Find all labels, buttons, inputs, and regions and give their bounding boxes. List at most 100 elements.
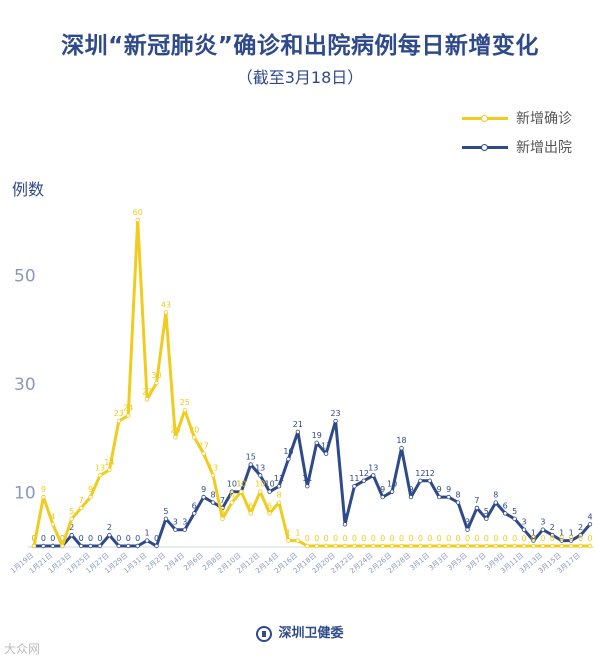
point-discharged (333, 418, 338, 424)
health-commission-logo-icon (256, 626, 273, 642)
data-label-confirmed: 0 (512, 534, 517, 543)
data-label-confirmed: 8 (276, 491, 281, 500)
data-label-discharged: 4 (342, 512, 347, 521)
point-confirmed (550, 543, 555, 549)
data-label-discharged: 9 (437, 485, 442, 494)
data-label-confirmed: 0 (314, 534, 319, 543)
data-label-confirmed: 0 (531, 534, 536, 543)
point-discharged (531, 538, 536, 543)
data-label-confirmed: 14 (104, 458, 114, 467)
point-discharged (295, 429, 301, 435)
data-label-discharged: 23 (330, 409, 340, 418)
legend-item-discharged[interactable]: 新增出院 (462, 137, 596, 157)
data-label-confirmed: 0 (380, 534, 385, 543)
point-discharged (474, 505, 480, 511)
data-label-discharged: 10 (236, 480, 246, 489)
legend-swatch-discharged (462, 143, 508, 151)
data-label-confirmed: 0 (465, 534, 470, 543)
data-label-confirmed: 0 (324, 534, 329, 543)
data-label-discharged: 0 (60, 534, 65, 543)
data-label-discharged: 10 (387, 480, 397, 489)
data-label-confirmed: 0 (361, 534, 366, 543)
data-label-discharged: 1 (559, 529, 564, 538)
point-discharged (314, 440, 319, 445)
point-discharged (352, 484, 357, 489)
legend-swatch-confirmed (462, 114, 508, 122)
data-label-discharged: 0 (79, 534, 84, 543)
x-tick-label: 2月4日 (163, 551, 186, 572)
data-label-confirmed: 0 (503, 534, 508, 543)
point-confirmed (220, 516, 225, 522)
point-discharged (69, 532, 74, 538)
point-discharged (484, 516, 489, 522)
data-label-confirmed: 0 (446, 534, 451, 543)
data-label-confirmed: 0 (427, 534, 432, 543)
data-label-confirmed: 0 (333, 534, 338, 543)
point-discharged (163, 516, 169, 522)
point-discharged (144, 538, 150, 543)
data-label-confirmed: 27 (142, 387, 152, 396)
legend-item-confirmed[interactable]: 新增确诊 (462, 108, 596, 128)
data-label-confirmed: 0 (578, 534, 583, 543)
data-label-discharged: 11 (274, 474, 284, 483)
watermark: 大众网 (4, 642, 41, 656)
point-discharged (446, 494, 451, 500)
point-confirmed (135, 217, 140, 223)
data-label-discharged: 0 (97, 534, 102, 543)
data-label-confirmed: 10 (255, 480, 265, 489)
data-label-confirmed: 0 (474, 534, 479, 543)
point-confirmed (418, 543, 423, 549)
point-discharged (50, 543, 56, 549)
point-discharged (540, 527, 546, 532)
point-confirmed (295, 538, 301, 543)
data-label-confirmed: 30 (151, 371, 161, 380)
data-label-discharged: 9 (201, 485, 206, 494)
data-label-discharged: 5 (512, 507, 517, 516)
data-label-discharged: 1 (569, 529, 574, 538)
point-discharged (455, 500, 461, 505)
x-tick-label: 3月1日 (408, 551, 431, 572)
point-confirmed (531, 543, 536, 549)
point-confirmed (455, 543, 461, 549)
data-label-discharged: 2 (69, 523, 74, 532)
y-tick-label: 30 (14, 375, 36, 395)
point-confirmed (493, 543, 498, 549)
point-confirmed (437, 543, 442, 549)
data-label-confirmed: 0 (521, 534, 526, 543)
point-discharged (210, 500, 216, 505)
point-confirmed (578, 543, 583, 549)
data-label-confirmed: 23 (114, 409, 124, 418)
data-label-discharged: 0 (88, 534, 93, 543)
data-label-confirmed: 0 (456, 534, 461, 543)
point-discharged (418, 478, 423, 483)
point-confirmed (88, 494, 93, 500)
data-label-discharged: 12 (415, 469, 425, 478)
data-label-discharged: 10 (227, 480, 237, 489)
point-confirmed (361, 543, 367, 549)
point-confirmed (126, 413, 131, 418)
y-tick-label: 50 (14, 266, 36, 286)
data-label-confirmed: 8 (229, 491, 234, 500)
point-confirmed (78, 505, 84, 511)
point-confirmed (239, 489, 244, 494)
data-label-discharged: 9 (380, 485, 385, 494)
data-label-confirmed: 7 (79, 496, 84, 505)
point-discharged (521, 527, 527, 532)
point-confirmed (380, 543, 385, 549)
data-label-confirmed: 0 (399, 534, 404, 543)
x-tick-label: 3月7日 (465, 551, 488, 572)
point-confirmed (173, 435, 178, 440)
data-label-discharged: 6 (503, 501, 508, 510)
point-discharged (248, 462, 253, 467)
point-confirmed (257, 489, 263, 494)
data-label-discharged: 13 (255, 463, 265, 472)
data-label-confirmed: 10 (236, 480, 246, 489)
point-confirmed (465, 543, 470, 549)
point-discharged (502, 511, 508, 516)
point-discharged (257, 473, 263, 478)
point-discharged (41, 543, 46, 549)
data-label-discharged: 3 (465, 518, 470, 527)
data-label-discharged: 12 (425, 469, 435, 478)
point-discharged (107, 532, 112, 538)
point-confirmed (229, 500, 235, 505)
